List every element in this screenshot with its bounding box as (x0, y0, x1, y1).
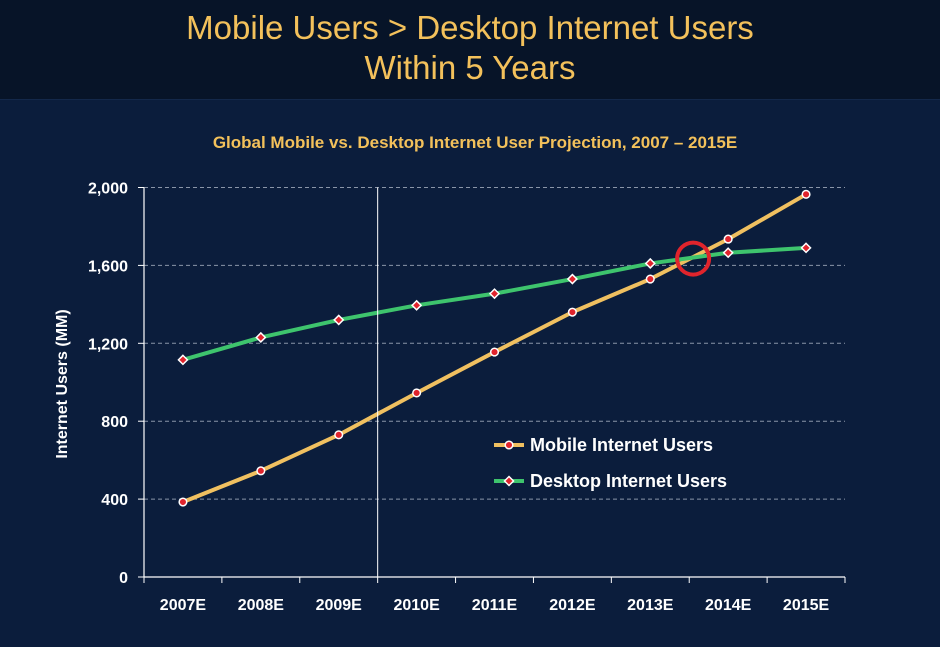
desktop-internet-users-point (333, 314, 345, 326)
legend-label-mobile-internet-users: Mobile Internet Users (530, 435, 713, 455)
y-tick-label: 1,200 (88, 336, 128, 353)
x-tick-label: 2011E (472, 597, 518, 614)
y-axis-label: Internet Users (MM) (54, 309, 71, 458)
y-tick-label: 400 (101, 492, 128, 509)
x-tick-label: 2014E (705, 597, 752, 614)
slide-title: Mobile Users > Desktop Internet Users Wi… (0, 8, 940, 88)
mobile-internet-users-point (489, 347, 500, 357)
x-tick-label: 2007E (160, 597, 207, 614)
slide-title-line-2: Within 5 Years (364, 49, 576, 86)
y-tick-label: 2,000 (88, 181, 128, 198)
desktop-internet-users-point (566, 273, 578, 285)
desktop-internet-users-point (411, 299, 423, 311)
desktop-internet-users-point (644, 257, 656, 270)
desktop-internet-users-point (800, 242, 812, 254)
y-tick-label: 1,600 (88, 258, 128, 275)
desktop-internet-users-point (255, 331, 267, 344)
slide-title-line-1: Mobile Users > Desktop Internet Users (186, 9, 754, 46)
y-tick-label: 0 (119, 570, 128, 587)
x-tick-label: 2008E (238, 597, 285, 614)
mobile-internet-users-point (256, 466, 266, 476)
mobile-internet-users-point (645, 274, 655, 284)
desktop-internet-users-point (177, 354, 189, 366)
x-tick-label: 2012E (549, 597, 596, 614)
mobile-internet-users-point (412, 388, 422, 398)
y-tick-label: 800 (101, 414, 128, 431)
crossover-highlight-circle (675, 240, 712, 277)
x-tick-label: 2013E (627, 597, 674, 614)
legend-label-desktop-internet-users: Desktop Internet Users (530, 471, 727, 491)
title-banner: Mobile Users > Desktop Internet Users Wi… (0, 0, 940, 100)
mobile-internet-users-point (723, 234, 733, 244)
mobile-internet-users-point (801, 189, 811, 199)
legend-marker-desktop-internet-users (503, 475, 515, 487)
mobile-internet-users-point (334, 430, 344, 440)
desktop-internet-users-point (488, 288, 501, 300)
x-tick-label: 2010E (393, 597, 440, 614)
desktop-internet-users-point (722, 247, 734, 259)
x-tick-label: 2015E (783, 597, 830, 614)
chart-title: Global Mobile vs. Desktop Internet User … (213, 133, 737, 152)
x-tick-label: 2009E (316, 597, 363, 614)
mobile-internet-users-point (178, 497, 188, 507)
mobile-internet-users-point (567, 307, 577, 317)
legend-marker-mobile-internet-users (504, 440, 514, 450)
